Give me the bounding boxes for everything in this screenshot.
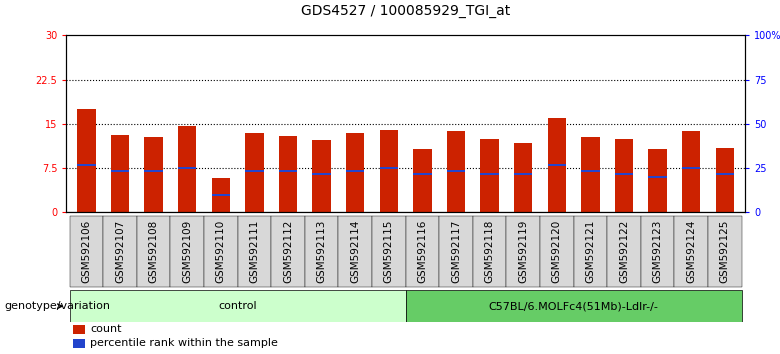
Text: control: control bbox=[218, 301, 257, 311]
Bar bbox=[346, 133, 364, 212]
Text: count: count bbox=[90, 325, 122, 335]
Text: GSM592120: GSM592120 bbox=[551, 219, 562, 283]
Bar bbox=[211, 194, 230, 196]
Bar bbox=[540, 216, 573, 287]
Text: GSM592111: GSM592111 bbox=[250, 219, 260, 283]
Bar bbox=[675, 216, 708, 287]
Bar bbox=[607, 216, 640, 287]
Bar bbox=[682, 131, 700, 212]
Bar bbox=[339, 216, 372, 287]
Bar bbox=[312, 141, 331, 212]
Text: GSM592125: GSM592125 bbox=[720, 219, 730, 283]
Bar bbox=[111, 170, 129, 172]
Bar bbox=[171, 216, 204, 287]
Text: GSM592109: GSM592109 bbox=[183, 219, 192, 283]
Bar bbox=[439, 216, 473, 287]
Text: GSM592123: GSM592123 bbox=[653, 219, 662, 283]
Bar bbox=[573, 216, 607, 287]
Bar bbox=[548, 118, 566, 212]
Bar bbox=[204, 216, 238, 287]
Text: GSM592107: GSM592107 bbox=[115, 219, 125, 283]
Bar bbox=[111, 135, 129, 212]
Bar bbox=[480, 173, 499, 175]
Bar bbox=[682, 167, 700, 169]
Text: GSM592114: GSM592114 bbox=[350, 219, 360, 283]
Bar bbox=[211, 178, 230, 212]
Bar bbox=[514, 143, 533, 212]
Bar bbox=[178, 126, 197, 212]
Bar bbox=[271, 216, 305, 287]
Bar bbox=[406, 290, 742, 322]
Bar bbox=[648, 176, 667, 178]
Text: genotype/variation: genotype/variation bbox=[4, 301, 110, 311]
Text: percentile rank within the sample: percentile rank within the sample bbox=[90, 338, 278, 348]
Bar bbox=[615, 173, 633, 175]
Text: GSM592110: GSM592110 bbox=[216, 219, 226, 283]
Text: GSM592121: GSM592121 bbox=[585, 219, 595, 283]
Text: GSM592112: GSM592112 bbox=[283, 219, 293, 283]
Text: GSM592108: GSM592108 bbox=[149, 219, 158, 283]
Text: GSM592124: GSM592124 bbox=[686, 219, 696, 283]
Bar bbox=[548, 164, 566, 166]
Bar bbox=[380, 167, 398, 169]
Bar bbox=[581, 137, 600, 212]
Bar bbox=[447, 170, 465, 172]
Bar bbox=[715, 148, 734, 212]
Bar bbox=[715, 173, 734, 175]
Bar bbox=[708, 216, 742, 287]
Text: GSM592116: GSM592116 bbox=[417, 219, 427, 283]
Bar bbox=[615, 139, 633, 212]
Text: GSM592122: GSM592122 bbox=[619, 219, 629, 283]
Bar bbox=[506, 216, 540, 287]
Bar bbox=[278, 170, 297, 172]
Bar bbox=[69, 216, 103, 287]
Text: GSM592106: GSM592106 bbox=[81, 219, 91, 283]
Bar bbox=[278, 136, 297, 212]
Bar bbox=[372, 216, 406, 287]
Bar bbox=[73, 325, 85, 334]
Bar bbox=[640, 216, 675, 287]
Text: GSM592119: GSM592119 bbox=[518, 219, 528, 283]
Bar bbox=[406, 216, 439, 287]
Bar bbox=[77, 109, 96, 212]
Bar bbox=[473, 216, 506, 287]
Bar bbox=[73, 339, 85, 348]
Bar bbox=[447, 131, 465, 212]
Bar bbox=[480, 139, 499, 212]
Text: GSM592118: GSM592118 bbox=[484, 219, 495, 283]
Bar bbox=[136, 216, 171, 287]
Bar bbox=[346, 170, 364, 172]
Bar bbox=[144, 170, 163, 172]
Bar bbox=[514, 173, 533, 175]
Text: GSM592117: GSM592117 bbox=[451, 219, 461, 283]
Bar bbox=[69, 290, 406, 322]
Bar bbox=[581, 170, 600, 172]
Bar bbox=[245, 133, 264, 212]
Bar bbox=[103, 216, 136, 287]
Bar bbox=[178, 167, 197, 169]
Text: GSM592113: GSM592113 bbox=[317, 219, 327, 283]
Bar bbox=[305, 216, 339, 287]
Bar bbox=[238, 216, 271, 287]
Bar bbox=[144, 137, 163, 212]
Bar bbox=[77, 164, 96, 166]
Bar bbox=[312, 173, 331, 175]
Bar bbox=[245, 170, 264, 172]
Bar bbox=[413, 173, 431, 175]
Text: C57BL/6.MOLFc4(51Mb)-Ldlr-/-: C57BL/6.MOLFc4(51Mb)-Ldlr-/- bbox=[488, 301, 658, 311]
Text: GSM592115: GSM592115 bbox=[384, 219, 394, 283]
Bar bbox=[413, 149, 431, 212]
Text: GDS4527 / 100085929_TGI_at: GDS4527 / 100085929_TGI_at bbox=[301, 4, 510, 18]
Bar bbox=[380, 130, 398, 212]
Bar bbox=[648, 149, 667, 212]
